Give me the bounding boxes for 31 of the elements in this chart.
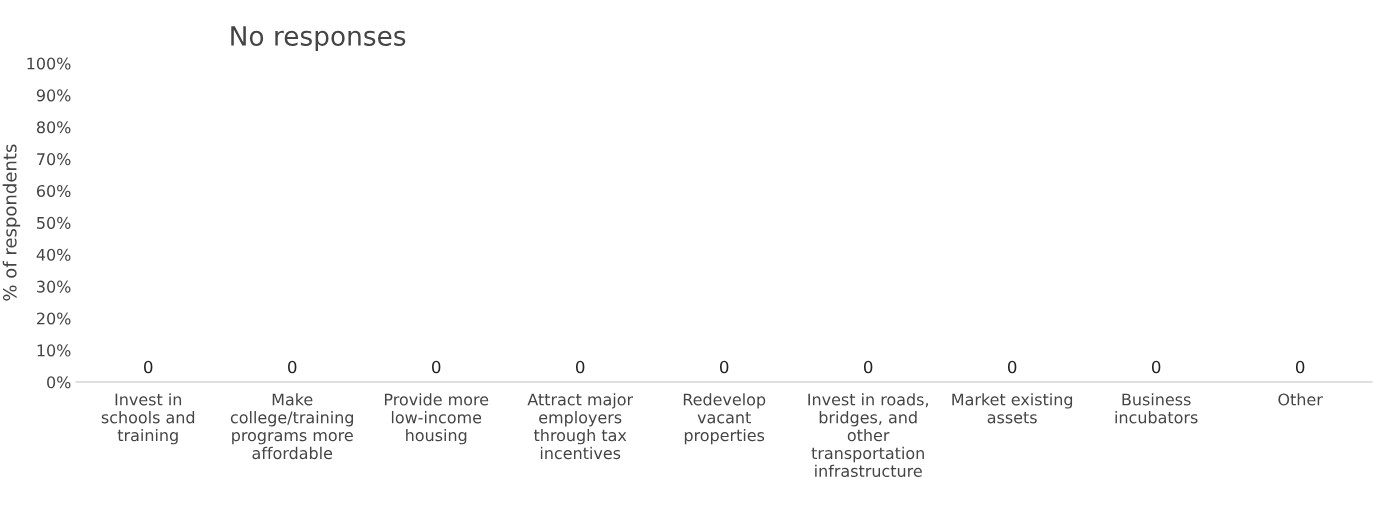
y-tick-label: 10%: [37, 344, 71, 357]
y-tick-label: 50%: [37, 216, 71, 229]
data-label: 0: [144, 360, 153, 374]
x-tick-label: Make college/training programs more affordable: [230, 393, 353, 460]
chart-title: No responses: [231, 26, 406, 52]
x-tick-label: Attract major employers through tax incentives: [527, 393, 634, 460]
data-label: 0: [288, 360, 297, 374]
data-label: 0: [1007, 360, 1017, 374]
data-label: 0: [1151, 360, 1161, 374]
data-label: 0: [863, 360, 873, 374]
data-label: 0: [1295, 360, 1305, 374]
data-label: 0: [719, 360, 729, 374]
y-tick-label: 40%: [36, 248, 71, 261]
y-tick-label: 90%: [36, 89, 71, 102]
x-tick-label: Business incubators: [1115, 393, 1198, 424]
x-tick-label: Redevelop vacant properties: [683, 393, 766, 445]
y-tick-label: 100%: [27, 57, 71, 70]
x-tick-label: Invest in roads, bridges, and other transportation infrastructure: [808, 393, 928, 478]
data-label: 0: [575, 360, 585, 374]
data-label: 0: [432, 360, 441, 374]
y-tick-label: 70%: [37, 153, 71, 166]
x-tick-label: Market existing assets: [952, 393, 1073, 424]
x-tick-label: Invest in schools and training: [101, 393, 195, 445]
y-tick-label: 0%: [47, 376, 71, 389]
y-tick-label: 80%: [36, 121, 71, 134]
y-tick-label: 30%: [37, 280, 71, 293]
x-tick-label: Provide more low-income housing: [384, 393, 489, 445]
y-tick-label: 20%: [37, 312, 71, 325]
y-axis-title: % of respondents: [2, 144, 21, 301]
x-tick-label: Other: [1278, 393, 1323, 406]
y-tick-label: 60%: [36, 184, 71, 198]
